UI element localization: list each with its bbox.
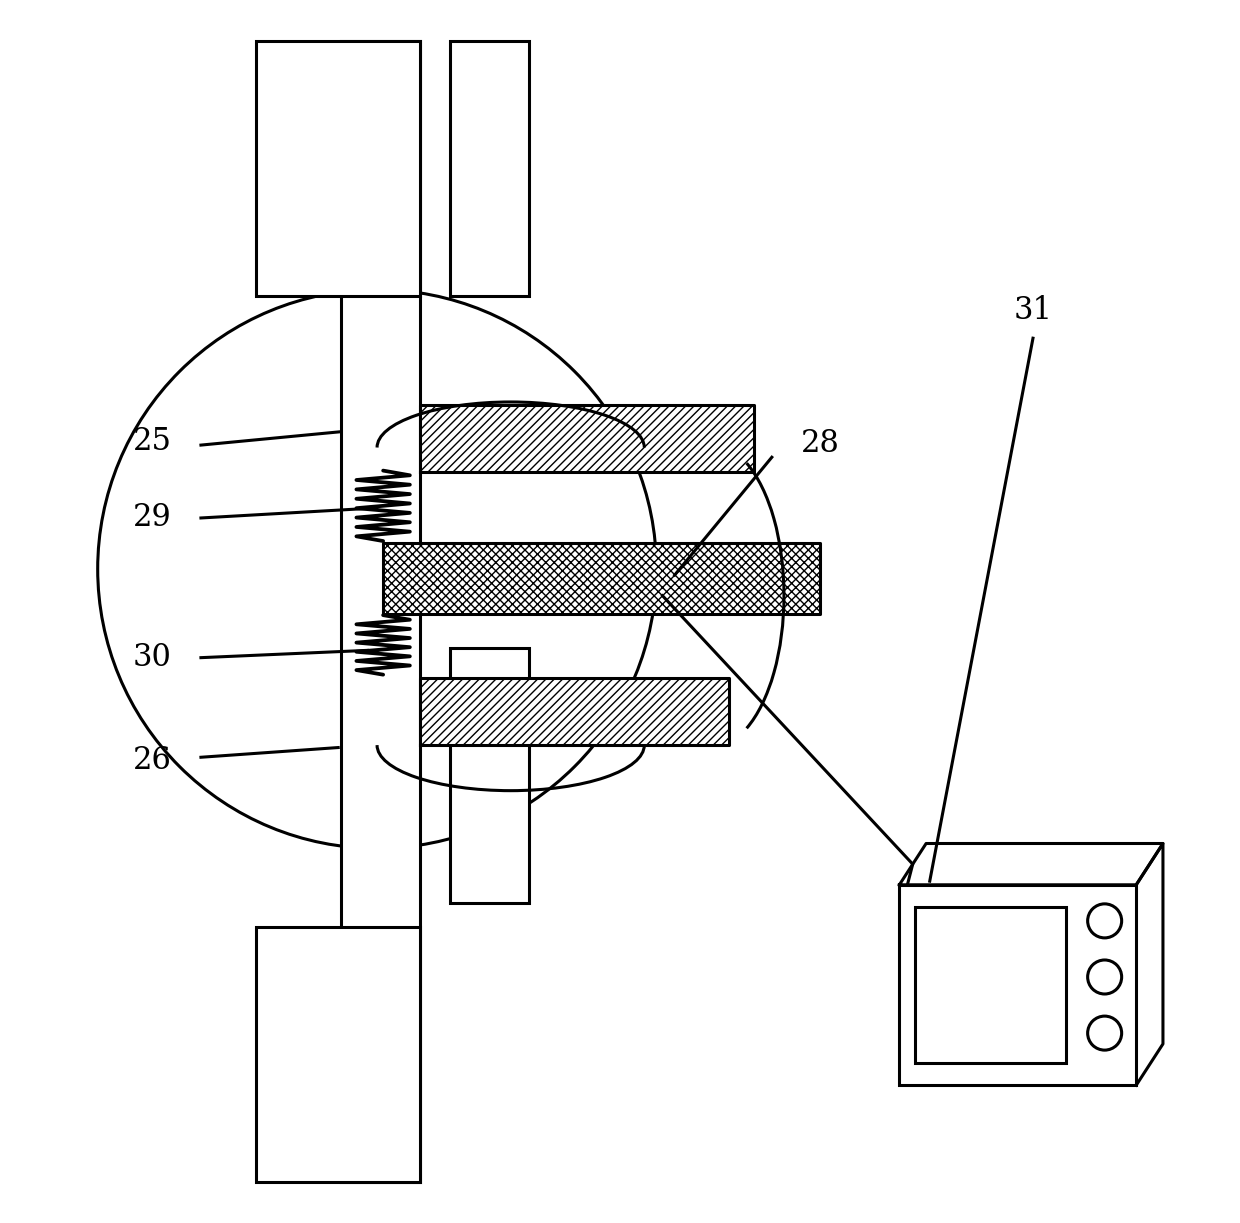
Circle shape (1087, 960, 1122, 994)
Bar (341, 40, 419, 1183)
Circle shape (1087, 904, 1122, 938)
Bar (255, 40, 419, 296)
Bar (450, 40, 529, 296)
Text: 26: 26 (133, 745, 172, 777)
Text: 31: 31 (1013, 295, 1053, 325)
Bar (419, 405, 754, 472)
Text: 30: 30 (133, 642, 172, 673)
Bar (383, 543, 821, 614)
Text: 29: 29 (133, 503, 171, 533)
Bar (450, 648, 529, 903)
Bar (255, 927, 419, 1183)
Bar (915, 906, 1066, 1063)
Text: 28: 28 (801, 428, 839, 460)
Circle shape (1087, 1016, 1122, 1051)
Text: 25: 25 (133, 426, 172, 457)
Bar (899, 884, 1136, 1085)
Bar (419, 679, 729, 745)
